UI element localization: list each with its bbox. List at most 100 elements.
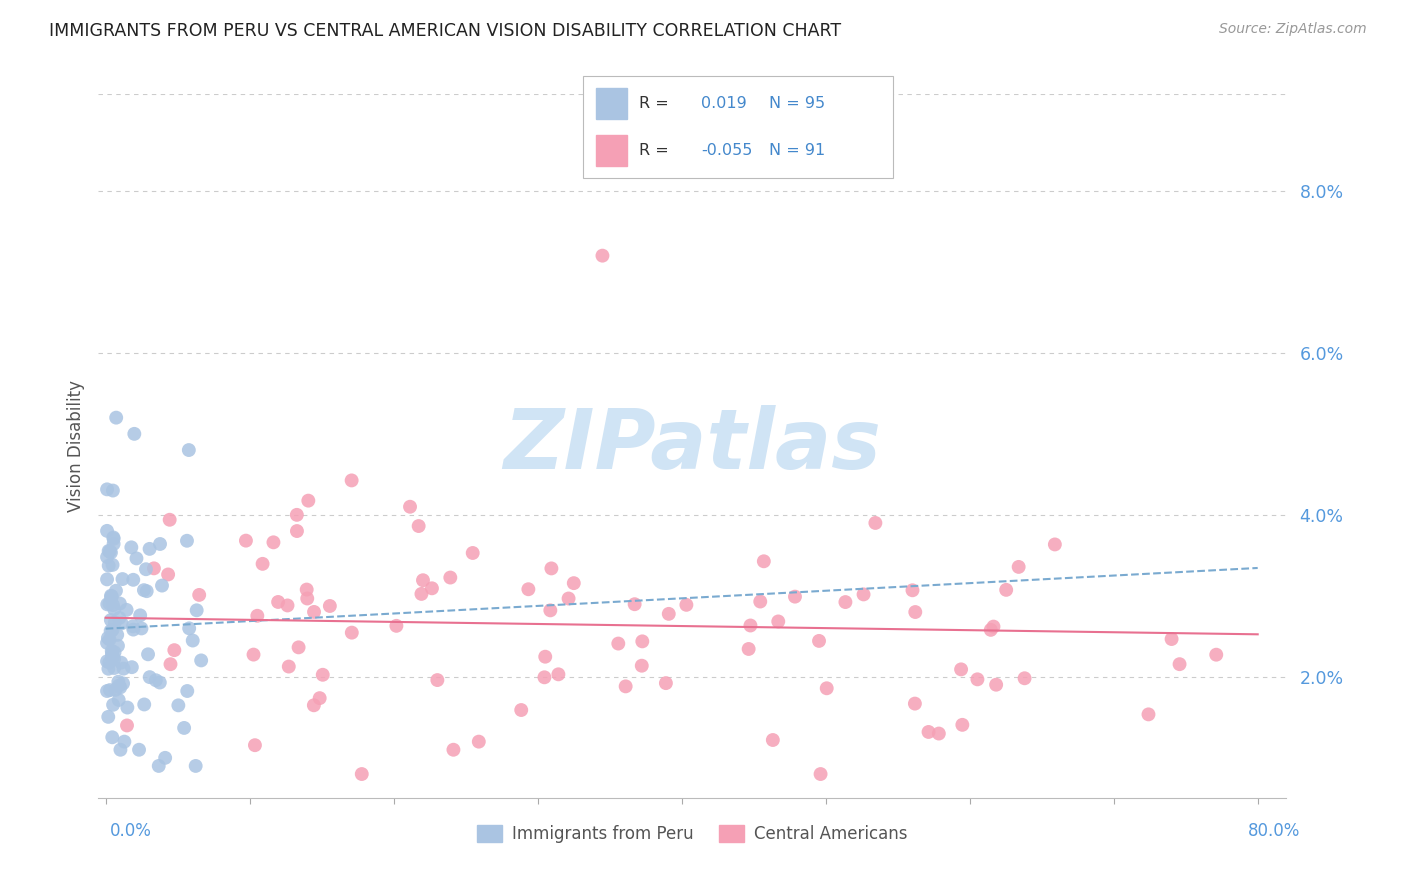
Text: 0.019: 0.019	[702, 96, 747, 111]
Point	[131, 622, 153, 636]
Point	[768, 615, 790, 629]
Point	[108, 611, 131, 625]
Point	[834, 595, 856, 609]
Point	[103, 661, 125, 675]
Point	[319, 599, 342, 613]
Point	[142, 561, 165, 575]
Point	[108, 597, 131, 611]
Point	[98, 656, 121, 670]
Point	[98, 632, 121, 647]
Point	[132, 583, 155, 598]
Point	[865, 516, 887, 530]
Point	[107, 674, 129, 689]
Point	[439, 570, 461, 584]
Point	[285, 508, 308, 522]
Text: Source: ZipAtlas.com: Source: ZipAtlas.com	[1219, 22, 1367, 37]
Point	[122, 573, 145, 587]
Point	[101, 647, 124, 661]
Point	[110, 743, 132, 757]
Point	[96, 684, 118, 698]
Point	[917, 725, 939, 739]
Point	[110, 616, 132, 631]
Point	[101, 648, 124, 663]
Point	[104, 682, 127, 697]
Point	[630, 658, 652, 673]
Point	[101, 698, 124, 712]
Point	[607, 636, 630, 650]
Point	[614, 679, 637, 693]
Point	[96, 549, 118, 564]
Point	[517, 582, 540, 597]
Point	[1014, 671, 1036, 685]
Point	[96, 524, 118, 538]
Point	[96, 636, 118, 650]
Point	[129, 608, 152, 623]
Point	[340, 625, 363, 640]
Point	[950, 662, 973, 676]
Point	[103, 645, 125, 659]
Point	[340, 474, 363, 488]
Point	[100, 589, 122, 603]
Point	[267, 595, 290, 609]
Point	[983, 619, 1005, 633]
Point	[134, 698, 156, 712]
Point	[1205, 648, 1227, 662]
Point	[111, 572, 134, 586]
Point	[101, 623, 124, 637]
Text: ZIPatlas: ZIPatlas	[503, 406, 882, 486]
Point	[103, 652, 125, 666]
Point	[121, 660, 143, 674]
Point	[101, 731, 124, 745]
Point	[740, 618, 762, 632]
Point	[399, 500, 422, 514]
Point	[623, 597, 645, 611]
Point	[179, 621, 201, 635]
Point	[145, 673, 167, 688]
Text: -0.055: -0.055	[702, 144, 752, 158]
Point	[591, 249, 613, 263]
Point	[100, 545, 122, 559]
Point	[243, 738, 266, 752]
Point	[167, 698, 190, 713]
Text: IMMIGRANTS FROM PERU VS CENTRAL AMERICAN VISION DISABILITY CORRELATION CHART: IMMIGRANTS FROM PERU VS CENTRAL AMERICAN…	[49, 22, 841, 40]
Text: 80.0%: 80.0%	[1249, 822, 1301, 840]
Point	[1168, 657, 1191, 672]
Point	[100, 644, 122, 658]
Point	[252, 557, 274, 571]
Point	[287, 640, 309, 655]
Point	[177, 443, 200, 458]
Point	[97, 662, 120, 676]
Point	[97, 631, 120, 645]
Legend: Immigrants from Peru, Central Americans: Immigrants from Peru, Central Americans	[471, 818, 914, 850]
Point	[103, 532, 125, 546]
Point	[901, 583, 924, 598]
Point	[408, 519, 430, 533]
Point	[752, 554, 775, 568]
Point	[980, 623, 1002, 637]
Point	[117, 700, 139, 714]
Point	[97, 710, 120, 724]
Point	[461, 546, 484, 560]
Point	[420, 582, 443, 596]
Point	[297, 591, 319, 606]
Point	[96, 654, 118, 668]
Point	[538, 603, 561, 617]
Point	[562, 576, 585, 591]
Point	[986, 678, 1008, 692]
Point	[110, 656, 132, 670]
Point	[262, 535, 284, 549]
Point	[737, 642, 759, 657]
Point	[468, 734, 491, 748]
Point	[557, 591, 579, 606]
FancyBboxPatch shape	[583, 76, 893, 178]
Point	[107, 693, 129, 707]
Point	[285, 524, 308, 538]
Point	[96, 483, 118, 497]
Point	[97, 558, 120, 573]
Point	[441, 743, 464, 757]
Point	[98, 597, 121, 611]
Point	[186, 603, 208, 617]
Point	[749, 594, 772, 608]
Point	[510, 703, 533, 717]
Bar	[596, 88, 627, 119]
